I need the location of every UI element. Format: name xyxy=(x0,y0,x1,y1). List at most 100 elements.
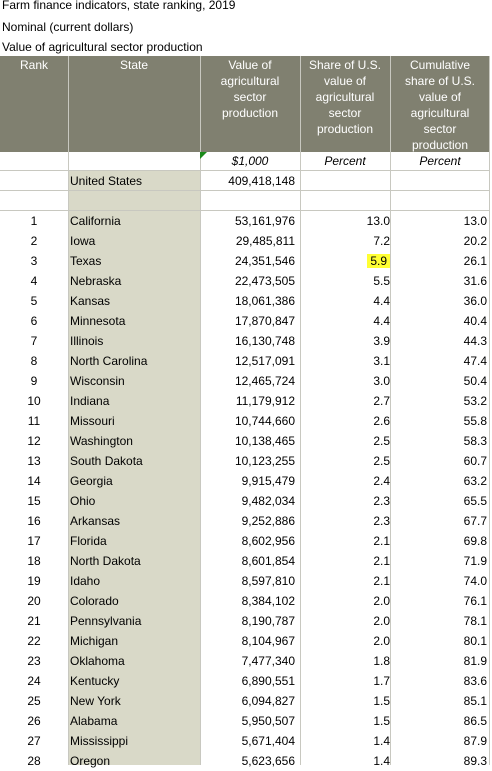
rank-cell[interactable]: 24 xyxy=(27,674,41,688)
share-cell[interactable]: 3.1 xyxy=(373,354,390,368)
cumulative-cell[interactable]: 89.3 xyxy=(463,754,487,768)
state-cell[interactable]: Washington xyxy=(70,434,133,448)
cumulative-cell[interactable]: 47.4 xyxy=(463,354,487,368)
share-cell[interactable]: 2.7 xyxy=(373,394,390,408)
share-cell[interactable]: 2.5 xyxy=(373,434,390,448)
state-cell[interactable]: California xyxy=(70,214,121,228)
state-cell[interactable]: Florida xyxy=(70,534,107,548)
cumulative-cell[interactable]: 81.9 xyxy=(463,654,487,668)
share-cell[interactable]: 1.5 xyxy=(373,714,390,728)
rank-cell[interactable]: 21 xyxy=(27,614,41,628)
rank-cell[interactable]: 3 xyxy=(30,254,38,268)
cumulative-cell[interactable]: 78.1 xyxy=(463,614,487,628)
cumulative-cell[interactable]: 26.1 xyxy=(463,254,487,268)
header-state[interactable]: State xyxy=(119,58,149,72)
share-cell[interactable]: 2.1 xyxy=(373,554,390,568)
state-cell[interactable]: Alabama xyxy=(70,714,118,728)
share-cell[interactable]: 1.5 xyxy=(373,694,390,708)
rank-cell[interactable]: 23 xyxy=(27,654,41,668)
share-cell[interactable]: 2.1 xyxy=(373,574,390,588)
rank-cell[interactable]: 27 xyxy=(27,734,41,748)
state-cell[interactable]: Mississippi xyxy=(70,734,129,748)
value-cell[interactable]: 5,950,507 xyxy=(241,714,295,728)
value-cell[interactable]: 18,061,386 xyxy=(234,294,295,308)
rank-cell[interactable]: 20 xyxy=(27,594,41,608)
share-cell[interactable]: 2.1 xyxy=(373,534,390,548)
value-cell[interactable]: 8,602,956 xyxy=(241,534,295,548)
rank-cell[interactable]: 19 xyxy=(27,574,41,588)
value-cell[interactable]: 10,744,660 xyxy=(234,414,295,428)
state-cell[interactable]: Arkansas xyxy=(70,514,121,528)
state-cell[interactable]: Oregon xyxy=(70,754,111,768)
cumulative-cell[interactable]: 44.3 xyxy=(463,334,487,348)
value-cell[interactable]: 8,190,787 xyxy=(241,614,295,628)
rank-cell[interactable]: 7 xyxy=(30,334,38,348)
value-cell[interactable]: 17,870,847 xyxy=(234,314,295,328)
state-cell[interactable]: Iowa xyxy=(70,234,96,248)
share-cell[interactable]: 3.0 xyxy=(373,374,390,388)
value-cell[interactable]: 16,130,748 xyxy=(234,334,295,348)
state-cell[interactable]: Georgia xyxy=(70,474,113,488)
cumulative-cell[interactable]: 65.5 xyxy=(463,494,487,508)
share-cell[interactable]: 2.0 xyxy=(373,594,390,608)
share-cell[interactable]: 4.4 xyxy=(373,294,390,308)
cumulative-cell[interactable]: 50.4 xyxy=(463,374,487,388)
state-cell[interactable]: Minnesota xyxy=(70,314,126,328)
share-cell[interactable]: 7.2 xyxy=(373,234,390,248)
cumulative-cell[interactable]: 67.7 xyxy=(463,514,487,528)
state-cell[interactable]: Indiana xyxy=(70,394,110,408)
share-cell[interactable]: 1.4 xyxy=(373,754,390,768)
rank-cell[interactable]: 9 xyxy=(30,374,38,388)
state-cell[interactable]: Missouri xyxy=(70,414,115,428)
cumulative-cell[interactable]: 31.6 xyxy=(463,274,487,288)
state-cell[interactable]: South Dakota xyxy=(70,454,143,468)
value-cell[interactable]: 5,671,404 xyxy=(241,734,295,748)
value-cell[interactable]: 9,252,886 xyxy=(241,514,295,528)
state-cell[interactable]: Colorado xyxy=(70,594,119,608)
share-cell[interactable]: 4.4 xyxy=(373,314,390,328)
rank-cell[interactable]: 2 xyxy=(30,234,38,248)
cumulative-cell[interactable]: 71.9 xyxy=(463,554,487,568)
state-cell[interactable]: Oklahoma xyxy=(70,654,125,668)
value-cell[interactable]: 12,465,724 xyxy=(234,374,295,388)
value-cell[interactable]: 10,138,465 xyxy=(234,434,295,448)
value-cell[interactable]: 22,473,505 xyxy=(234,274,295,288)
header-rank[interactable]: Rank xyxy=(19,58,48,72)
share-cell[interactable]: 2.6 xyxy=(373,414,390,428)
state-cell[interactable]: Pennsylvania xyxy=(70,614,142,628)
state-cell[interactable]: Texas xyxy=(70,254,102,268)
state-cell[interactable]: Michigan xyxy=(70,634,119,648)
rank-cell[interactable]: 5 xyxy=(30,294,38,308)
header-share[interactable]: Share of U.S. value of agricultural sect… xyxy=(308,58,382,136)
state-cell[interactable]: Idaho xyxy=(70,574,101,588)
cumulative-cell[interactable]: 58.3 xyxy=(463,434,487,448)
value-cell[interactable]: 9,482,034 xyxy=(241,494,295,508)
rank-cell[interactable]: 18 xyxy=(27,554,41,568)
value-cell[interactable]: 11,179,912 xyxy=(235,394,295,408)
cumulative-cell[interactable]: 87.9 xyxy=(463,734,487,748)
state-cell[interactable]: Kentucky xyxy=(70,674,120,688)
cumulative-cell[interactable]: 13.0 xyxy=(463,214,487,228)
rank-cell[interactable]: 6 xyxy=(30,314,38,328)
share-cell[interactable]: 2.0 xyxy=(373,634,390,648)
state-cell[interactable]: Wisconsin xyxy=(70,374,125,388)
cumulative-cell[interactable]: 69.8 xyxy=(463,534,487,548)
state-cell[interactable]: North Carolina xyxy=(70,354,148,368)
value-cell[interactable]: 12,517,091 xyxy=(234,354,295,368)
cumulative-cell[interactable]: 36.0 xyxy=(463,294,487,308)
value-cell[interactable]: 10,123,255 xyxy=(234,454,295,468)
value-cell[interactable]: 8,384,102 xyxy=(241,594,295,608)
value-cell[interactable]: 6,094,827 xyxy=(241,694,295,708)
rank-cell[interactable]: 17 xyxy=(27,534,41,548)
header-value[interactable]: Value of agricultural sector production xyxy=(220,58,280,120)
cumulative-cell[interactable]: 20.2 xyxy=(463,234,487,248)
cumulative-cell[interactable]: 76.1 xyxy=(463,594,487,608)
cumulative-cell[interactable]: 80.1 xyxy=(463,634,487,648)
value-cell[interactable]: 5,623,656 xyxy=(241,754,295,768)
cumulative-cell[interactable]: 85.1 xyxy=(463,694,487,708)
rank-cell[interactable]: 13 xyxy=(27,454,41,468)
state-cell[interactable]: Nebraska xyxy=(70,274,122,288)
header-cumulative[interactable]: Cumulative share of U.S. value of agricu… xyxy=(404,58,476,152)
cumulative-cell[interactable]: 53.2 xyxy=(463,394,487,408)
state-cell[interactable]: Ohio xyxy=(70,494,96,508)
